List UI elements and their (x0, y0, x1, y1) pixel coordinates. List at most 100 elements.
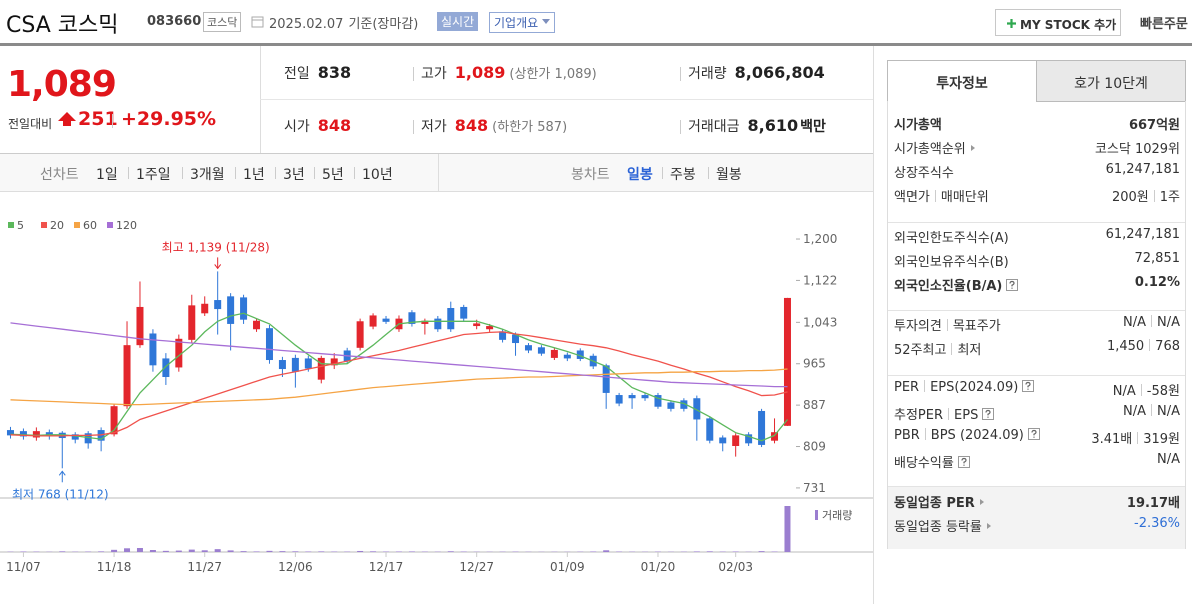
stat-label: 저가 (421, 119, 447, 135)
candle-body (369, 315, 377, 327)
interval-option[interactable]: 월봉 (716, 167, 742, 183)
info-value-part: -58원 (1146, 384, 1180, 399)
volume-bar (162, 550, 169, 552)
separator (112, 114, 113, 128)
separator (951, 343, 953, 355)
change-rate: +29.95% (121, 108, 217, 130)
candle-body (382, 318, 390, 322)
mystock-button[interactable]: MY STOCK 추가 (995, 9, 1121, 36)
separator (924, 428, 926, 440)
candle-body (473, 323, 481, 327)
separator (314, 167, 315, 179)
candle-body (783, 297, 791, 426)
help-icon (982, 408, 995, 420)
overview-dropdown[interactable]: 기업개요 (489, 12, 556, 33)
info-label: 외국인한도주식수(A) (894, 227, 1009, 246)
change-label: 전일대비 (8, 117, 53, 131)
volume-bar (214, 549, 221, 552)
quick-order[interactable]: 빠른주문 (1140, 17, 1188, 32)
info-tab[interactable]: 투자정보 (887, 60, 1037, 102)
info-label: PBR BPS (2024.09) (894, 428, 1040, 443)
interval-option[interactable]: 일봉 (627, 167, 653, 183)
stat-value: 848 (317, 116, 352, 135)
candle-body (499, 331, 507, 340)
link-arrow (979, 499, 984, 505)
candle-body (550, 349, 558, 358)
separator (128, 167, 129, 179)
x-tick-label: 11/07 (6, 560, 41, 574)
period-option[interactable]: 3년 (283, 167, 305, 183)
candle-body (45, 432, 53, 436)
candle-body (84, 433, 92, 444)
info-value-part: 72,851 (1134, 251, 1181, 266)
divider (888, 222, 1185, 223)
info-value-part: N/A (1123, 315, 1146, 330)
volume-bar (603, 550, 610, 552)
x-tick-label: 12/27 (459, 560, 494, 574)
line-chart-label: 선차트 (40, 167, 79, 183)
candle-body (278, 360, 286, 370)
info-value-part: 코스닥 1029위 (1094, 142, 1180, 157)
y-tick-label: 731 (803, 481, 826, 495)
candle-body (6, 430, 14, 436)
info-label-part: 외국인소진율(B/A) (894, 279, 1003, 294)
candle-body (719, 437, 727, 444)
help-icon (1022, 380, 1035, 392)
info-label-part: 시가총액순위 (894, 142, 966, 157)
period-option[interactable]: 3개월 (190, 167, 225, 183)
date: 2025.02.07 (269, 17, 344, 32)
period-option[interactable]: 1주일 (136, 167, 171, 183)
candle-body (486, 326, 494, 330)
separator (1151, 404, 1152, 416)
info-label: 상장주식수 (894, 162, 954, 181)
moving-average-line (10, 331, 788, 437)
x-tick-label: 11/27 (187, 560, 222, 574)
info-value-part: 61,247,181 (1105, 162, 1180, 177)
stat-label: 전일 (284, 66, 310, 82)
volume-bar (784, 506, 791, 552)
info-value: 3.41배 319원 (1091, 428, 1180, 447)
candle-body (149, 333, 157, 366)
stat-label: 거래대금 (688, 119, 740, 135)
info-value-part: N/A (1157, 404, 1180, 419)
candle-body (537, 347, 545, 354)
volume-bar (98, 551, 105, 552)
separator (680, 67, 681, 81)
info-label: 시가총액순위 (894, 138, 977, 157)
period-option[interactable]: 1년 (243, 167, 265, 183)
change-value: 251 (78, 108, 118, 130)
volume-bar (111, 549, 118, 552)
info-label-part: BPS (2024.09) (930, 428, 1024, 443)
volume-bar (124, 548, 131, 552)
period-option[interactable]: 5년 (322, 167, 344, 183)
volume-bar (693, 551, 700, 552)
realtime-badge[interactable]: 실시간 (437, 12, 479, 31)
candle-body (330, 358, 338, 366)
candle-body (563, 354, 571, 359)
info-value-part: 0.12% (1134, 275, 1180, 290)
divider (888, 486, 1185, 487)
separator (1153, 190, 1155, 202)
candle-body (512, 334, 520, 344)
separator (1151, 315, 1152, 327)
info-value-part: -2.36% (1134, 516, 1180, 531)
period-option[interactable]: 1일 (96, 167, 118, 183)
info-label-part: EPS(2024.09) (930, 380, 1019, 395)
info-value-part: 1주 (1159, 190, 1180, 205)
stat: 고가 1,089 (상한가 1,089) (421, 63, 597, 83)
current-price: 1,089 (7, 64, 117, 105)
info-label: 시가총액 (894, 114, 942, 133)
info-tab[interactable]: 호가 10단계 (1036, 60, 1186, 102)
info-label-part: 상장주식수 (894, 166, 954, 181)
interval-option[interactable]: 주봉 (670, 167, 696, 183)
period-option[interactable]: 10년 (362, 167, 393, 183)
info-label-part: PER (894, 380, 920, 395)
candle-body (227, 296, 235, 324)
annotation-arrowhead (58, 470, 66, 476)
info-label-part: 동일업종 등락률 (894, 520, 982, 535)
info-label-part: 매매단위 (940, 190, 989, 205)
candle-body (576, 350, 584, 359)
candle-body (447, 308, 455, 330)
x-tick-label: 12/06 (278, 560, 313, 574)
volume-bar (279, 551, 286, 552)
